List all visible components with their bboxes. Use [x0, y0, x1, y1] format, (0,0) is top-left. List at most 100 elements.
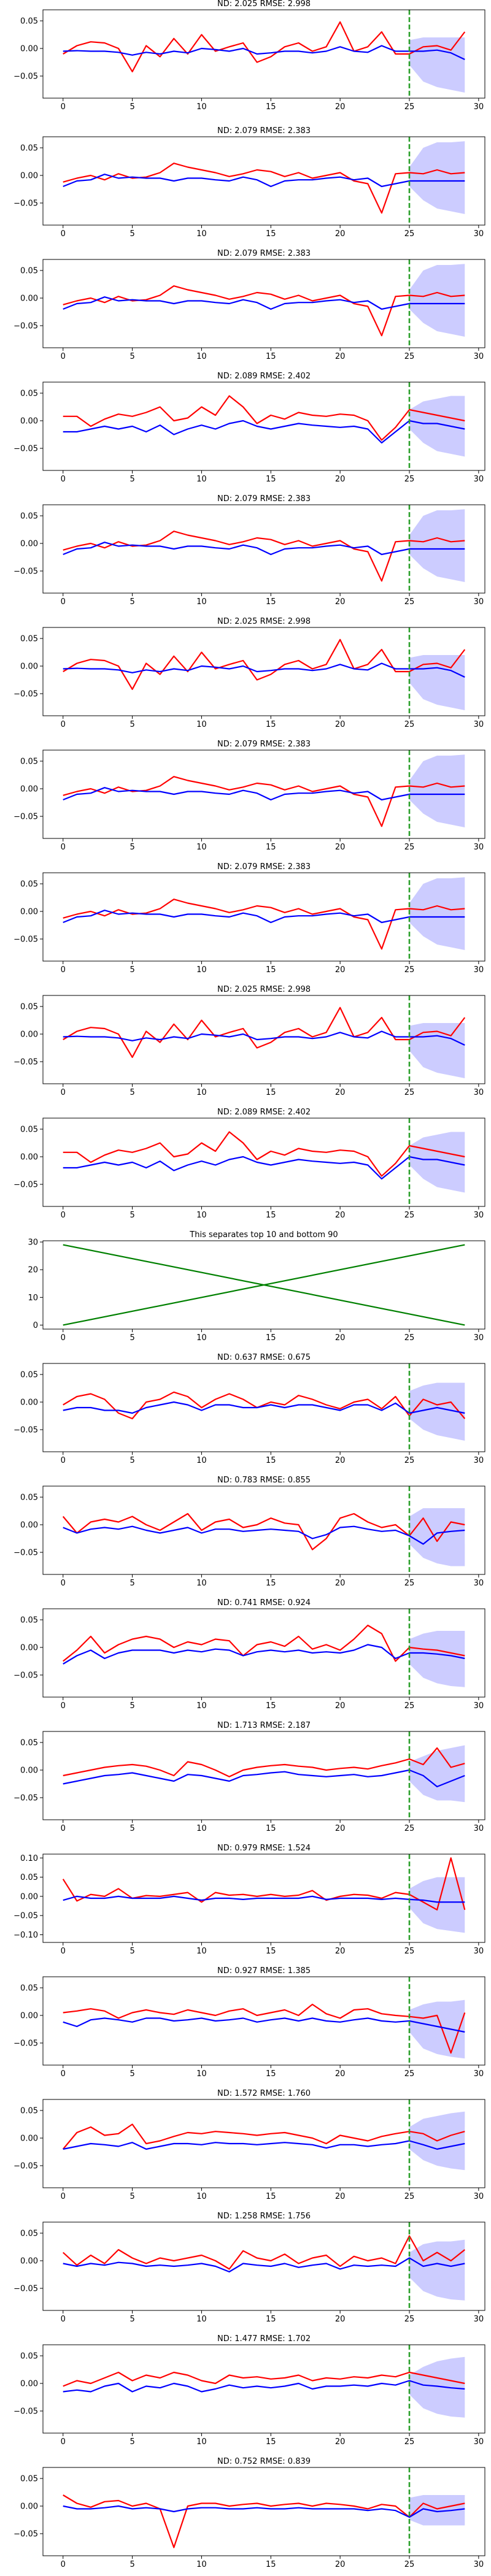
- plot-area: [63, 1244, 465, 1326]
- x-tick-label: 30: [474, 2069, 484, 2079]
- y-tick-label: 0.05: [20, 2475, 38, 2484]
- predicted-series-line: [63, 1156, 465, 1180]
- x-tick-label: 10: [196, 597, 207, 607]
- x-tick-label: 10: [196, 1701, 207, 1711]
- x-tick-label: 15: [266, 1947, 276, 1956]
- axes-frame: [42, 1363, 485, 1452]
- predicted-series-line: [63, 542, 465, 556]
- x-tick-label: 20: [335, 720, 346, 729]
- subplot-title: ND: 1.258 RMSE: 1.756: [217, 2212, 311, 2221]
- x-tick-label: 5: [130, 843, 134, 852]
- predicted-series-line: [63, 1644, 465, 1665]
- x-tick-label: 25: [404, 475, 415, 484]
- x-tick-label: 10: [196, 1456, 207, 1465]
- subplot-20: 0 5 10 15 20 25 30 −0.05 0.00 0.05 ND: 1.477 RMSE:…: [14, 2334, 485, 2447]
- x-tick-label: 5: [130, 720, 134, 729]
- x-tick-label: 20: [335, 1701, 346, 1711]
- y-tick-label: 0.00: [20, 2134, 38, 2144]
- x-tick-label: 25: [404, 229, 415, 239]
- uncertainty-band: [409, 2356, 465, 2418]
- x-tick-label: 30: [474, 1088, 484, 1097]
- x-tick-label: 30: [474, 1333, 484, 1343]
- y-tick-label: 0.00: [20, 1398, 38, 1408]
- y-tick-label: −0.05: [14, 2285, 38, 2294]
- subplot-title: ND: 2.079 RMSE: 2.383: [217, 249, 311, 258]
- actual-series-line: [63, 1006, 466, 1058]
- x-tick-label: 0: [61, 229, 66, 239]
- y-tick-label: 0.00: [20, 172, 38, 181]
- x-tick-label: 0: [61, 720, 66, 729]
- y-tick-label: 0.05: [20, 635, 38, 644]
- y-tick-label: 0.05: [20, 2107, 38, 2116]
- x-tick-label: 25: [404, 352, 415, 361]
- x-tick-label: 5: [130, 2437, 134, 2447]
- y-tick-label: 0.05: [20, 1739, 38, 1748]
- predicted-series-line: [63, 1769, 465, 1788]
- uncertainty-band: [409, 2495, 465, 2526]
- y-tick-label: 0.05: [20, 144, 38, 153]
- y-tick-label: −0.05: [14, 935, 38, 945]
- x-tick-label: 0: [61, 2069, 66, 2079]
- y-tick-label: 0: [33, 1321, 38, 1330]
- x-tick-label: 0: [61, 965, 66, 975]
- y-tick-label: −0.05: [14, 1794, 38, 1803]
- axes-frame: [42, 995, 485, 1084]
- axes-frame: [42, 1608, 485, 1698]
- uncertainty-band: [409, 1508, 465, 1566]
- subplot-10: 0 5 10 15 20 25 30 −0.05 0.00 0.05 ND: 2.089 RMSE:…: [14, 1108, 485, 1220]
- subplot-11: 0 5 10 15 20 25 30 0 10 20 30 This separates top 10…: [28, 1230, 485, 1343]
- axes-frame: [42, 627, 485, 716]
- actual-series-line: [63, 638, 466, 690]
- x-tick-label: 25: [404, 1088, 415, 1097]
- x-tick-label: 15: [266, 1824, 276, 1833]
- x-tick-label: 30: [474, 720, 484, 729]
- y-tick-label: −0.05: [14, 72, 38, 82]
- x-tick-label: 30: [474, 1947, 484, 1956]
- x-tick-label: 20: [335, 1211, 346, 1220]
- x-tick-label: 10: [196, 1947, 207, 1956]
- subplot-13: 0 5 10 15 20 25 30 −0.05 0.00 0.05 ND: 0.783 RMSE:…: [14, 1476, 485, 1588]
- plot-area: [63, 10, 466, 98]
- x-tick-label: 25: [404, 1824, 415, 1833]
- predicted-series-line: [63, 45, 465, 60]
- y-tick-label: −0.05: [14, 445, 38, 454]
- x-tick-label: 10: [196, 1333, 207, 1343]
- x-tick-label: 25: [404, 2315, 415, 2324]
- y-tick-label: −0.05: [14, 1181, 38, 1190]
- x-tick-label: 25: [404, 2437, 415, 2447]
- y-tick-label: 0.00: [20, 1521, 38, 1530]
- actual-series-line: [63, 21, 466, 72]
- x-tick-label: 25: [404, 965, 415, 975]
- uncertainty-band: [409, 264, 465, 337]
- x-tick-label: 0: [61, 1579, 66, 1588]
- x-tick-label: 5: [130, 1088, 134, 1097]
- axes-frame: [42, 2221, 485, 2311]
- subplot-6: 0 5 10 15 20 25 30 −0.05 0.00 0.05 ND: 2.025 RMSE:…: [14, 617, 485, 729]
- x-tick-label: 10: [196, 352, 207, 361]
- subplot-21: 0 5 10 15 20 25 30 −0.05 0.00 0.05 ND: 0.752 RMSE:…: [14, 2457, 485, 2569]
- uncertainty-band: [409, 396, 465, 457]
- x-tick-label: 25: [404, 102, 415, 112]
- x-tick-label: 30: [474, 2192, 484, 2201]
- x-tick-label: 5: [130, 1701, 134, 1711]
- x-tick-label: 15: [266, 102, 276, 112]
- x-tick-label: 30: [474, 843, 484, 852]
- x-tick-label: 30: [474, 1701, 484, 1711]
- predicted-series-line: [63, 2257, 465, 2273]
- predicted-series-line: [63, 2017, 465, 2033]
- x-tick-label: 0: [61, 1701, 66, 1711]
- subplot-15: 0 5 10 15 20 25 30 −0.05 0.00 0.05 ND: 1.713 RMSE:…: [14, 1721, 485, 1833]
- subplot-title: ND: 2.025 RMSE: 2.998: [217, 0, 311, 9]
- plot-area: [63, 1977, 466, 2065]
- y-tick-label: −0.05: [14, 1426, 38, 1435]
- subplot-title: ND: 2.079 RMSE: 2.383: [217, 494, 311, 504]
- y-tick-label: 20: [28, 1266, 38, 1275]
- y-tick-label: −0.05: [14, 1549, 38, 1558]
- y-tick-label: 0.00: [20, 2380, 38, 2389]
- x-tick-label: 10: [196, 2560, 207, 2569]
- subplot-5: 0 5 10 15 20 25 30 −0.05 0.00 0.05 ND: 2.079 RMSE:…: [14, 494, 485, 607]
- x-tick-label: 5: [130, 1579, 134, 1588]
- predicted-series-line: [63, 174, 465, 188]
- axes-frame: [42, 1117, 485, 1207]
- axes-frame: [42, 749, 485, 839]
